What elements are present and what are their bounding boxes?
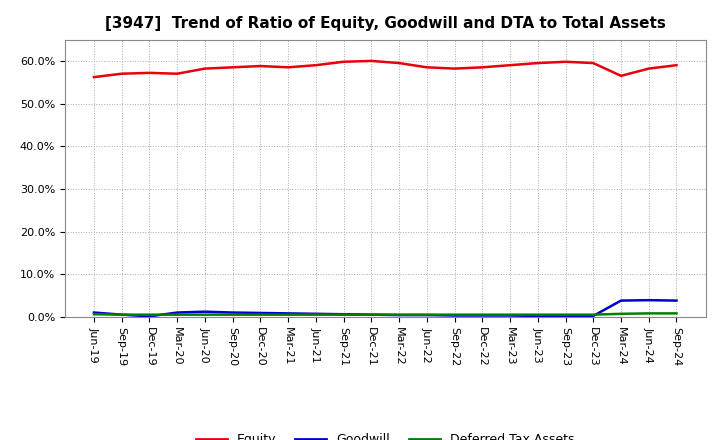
Deferred Tax Assets — [423, 312, 431, 317]
Deferred Tax Assets — [367, 312, 376, 317]
Equity — [201, 66, 210, 71]
Goodwill — [672, 298, 681, 303]
Goodwill — [395, 312, 403, 318]
Equity — [423, 65, 431, 70]
Goodwill — [312, 311, 320, 316]
Line: Goodwill: Goodwill — [94, 300, 677, 316]
Deferred Tax Assets — [312, 312, 320, 317]
Deferred Tax Assets — [672, 311, 681, 316]
Goodwill — [589, 313, 598, 319]
Equity — [672, 62, 681, 68]
Goodwill — [534, 313, 542, 319]
Deferred Tax Assets — [478, 312, 487, 317]
Title: [3947]  Trend of Ratio of Equity, Goodwill and DTA to Total Assets: [3947] Trend of Ratio of Equity, Goodwil… — [105, 16, 665, 32]
Deferred Tax Assets — [450, 312, 459, 317]
Equity — [89, 74, 98, 80]
Equity — [256, 63, 265, 69]
Goodwill — [339, 312, 348, 317]
Equity — [616, 73, 625, 78]
Equity — [561, 59, 570, 64]
Deferred Tax Assets — [616, 311, 625, 316]
Equity — [284, 65, 292, 70]
Deferred Tax Assets — [89, 312, 98, 317]
Deferred Tax Assets — [173, 312, 181, 317]
Deferred Tax Assets — [561, 312, 570, 317]
Equity — [367, 58, 376, 63]
Legend: Equity, Goodwill, Deferred Tax Assets: Equity, Goodwill, Deferred Tax Assets — [191, 429, 580, 440]
Goodwill — [117, 312, 126, 317]
Equity — [228, 65, 237, 70]
Equity — [450, 66, 459, 71]
Goodwill — [201, 309, 210, 314]
Equity — [644, 66, 653, 71]
Equity — [395, 60, 403, 66]
Goodwill — [478, 313, 487, 318]
Deferred Tax Assets — [145, 312, 154, 317]
Equity — [505, 62, 514, 68]
Deferred Tax Assets — [117, 312, 126, 317]
Equity — [339, 59, 348, 64]
Goodwill — [89, 310, 98, 315]
Equity — [534, 60, 542, 66]
Deferred Tax Assets — [505, 312, 514, 317]
Equity — [145, 70, 154, 76]
Equity — [312, 62, 320, 68]
Goodwill — [423, 312, 431, 318]
Equity — [589, 60, 598, 66]
Deferred Tax Assets — [256, 312, 265, 317]
Line: Equity: Equity — [94, 61, 677, 77]
Goodwill — [284, 311, 292, 316]
Goodwill — [616, 298, 625, 303]
Goodwill — [228, 310, 237, 315]
Deferred Tax Assets — [339, 312, 348, 317]
Equity — [117, 71, 126, 77]
Goodwill — [505, 313, 514, 318]
Deferred Tax Assets — [228, 312, 237, 317]
Deferred Tax Assets — [284, 312, 292, 317]
Goodwill — [561, 313, 570, 319]
Goodwill — [145, 314, 154, 319]
Equity — [478, 65, 487, 70]
Goodwill — [367, 312, 376, 317]
Deferred Tax Assets — [644, 311, 653, 316]
Deferred Tax Assets — [395, 312, 403, 317]
Deferred Tax Assets — [201, 312, 210, 317]
Goodwill — [450, 313, 459, 318]
Equity — [173, 71, 181, 77]
Goodwill — [256, 310, 265, 315]
Goodwill — [644, 297, 653, 303]
Deferred Tax Assets — [589, 312, 598, 317]
Line: Deferred Tax Assets: Deferred Tax Assets — [94, 313, 677, 315]
Deferred Tax Assets — [534, 312, 542, 317]
Goodwill — [173, 310, 181, 315]
